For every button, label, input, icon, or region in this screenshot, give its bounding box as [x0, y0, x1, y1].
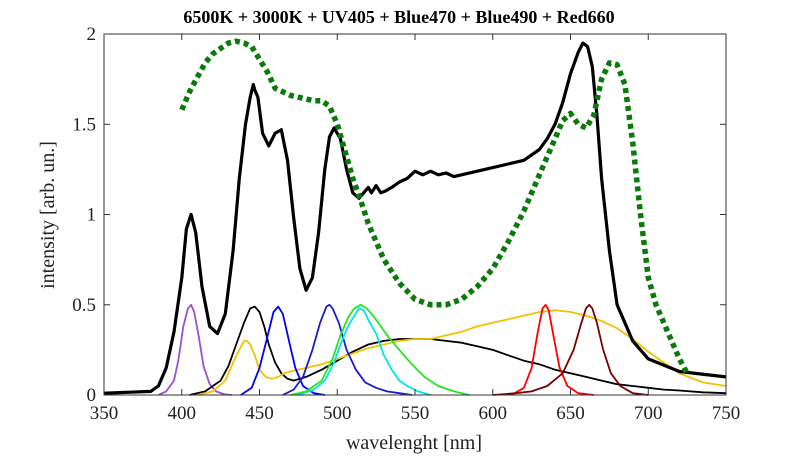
series-line-10: [492, 303, 649, 396]
series-line-1: [179, 38, 690, 375]
series-line-3: [189, 305, 727, 396]
series-line-9: [510, 303, 594, 396]
y-axis-label: intensity [arb. un.]: [37, 141, 59, 289]
x-tick-label: 600: [479, 403, 508, 424]
y-tick-label: 0.5: [72, 295, 96, 316]
x-tick-label: 400: [168, 403, 197, 424]
y-tick-label: 2: [87, 24, 97, 45]
x-tick-label: 750: [712, 403, 741, 424]
plot-series: [103, 38, 727, 396]
x-tick-label: 450: [245, 403, 274, 424]
x-axis: 350 400 450 500 550 600 650 700 750: [90, 34, 741, 424]
x-axis-label: wavelenght [nm]: [346, 432, 482, 454]
y-axis: 0 0.5 1 1.5 2: [72, 24, 726, 406]
series-line-4: [197, 309, 727, 396]
y-tick-label: 1.5: [72, 114, 96, 135]
x-tick-label: 700: [634, 403, 663, 424]
y-tick-label: 0: [87, 385, 97, 406]
chart-title: 6500K + 3000K + UV405 + Blue470 + Blue49…: [183, 7, 614, 27]
series-line-5: [240, 305, 325, 396]
x-tick-label: 650: [556, 403, 585, 424]
x-tick-label: 350: [90, 403, 119, 424]
series-line-0: [103, 41, 727, 395]
x-tick-label: 500: [323, 403, 352, 424]
series-line-7: [298, 307, 431, 396]
series-line-8: [290, 303, 470, 396]
x-tick-label: 550: [401, 403, 430, 424]
y-tick-label: 1: [87, 205, 97, 226]
series-line-6: [282, 303, 413, 396]
